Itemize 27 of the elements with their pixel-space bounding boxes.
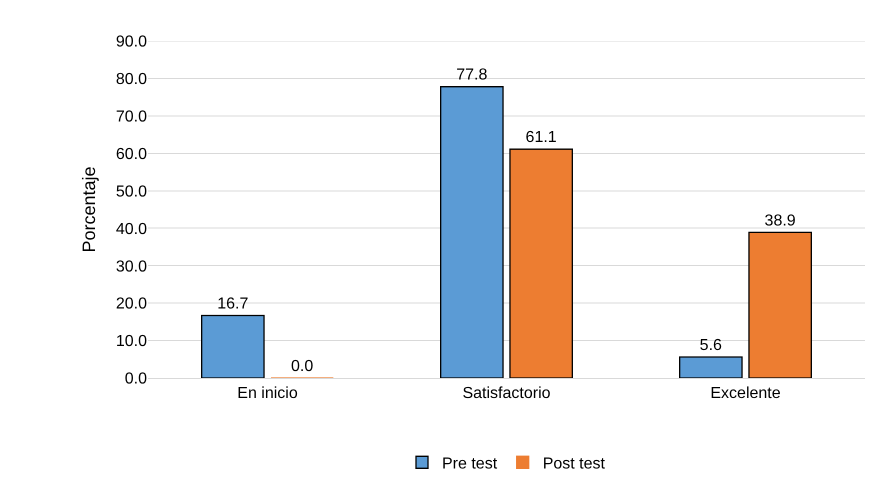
y-tick-label: 80.0 (116, 71, 148, 88)
legend-label: Pre test (442, 456, 498, 473)
data-label: 5.6 (700, 337, 722, 354)
y-tick-label: 10.0 (116, 333, 148, 350)
y-tick-label: 30.0 (116, 258, 148, 276)
x-tick-label: En inicio (237, 385, 298, 402)
y-tick-label: 60.0 (116, 146, 148, 163)
data-label: 38.9 (764, 212, 796, 230)
bar (679, 356, 743, 378)
bar (509, 148, 573, 378)
x-tick-label: Satisfactorio (462, 385, 551, 402)
y-tick-label: 40.0 (116, 220, 148, 238)
legend-label: Post test (542, 456, 606, 473)
y-tick-label: 90.0 (116, 34, 148, 51)
y-tick-label: 50.0 (116, 183, 148, 200)
y-tick-label: 20.0 (116, 296, 148, 313)
bar (748, 232, 812, 378)
data-label: 61.1 (526, 129, 557, 146)
bar (201, 314, 265, 378)
bar (440, 86, 504, 378)
y-tick-label: 0.0 (124, 370, 148, 388)
y-tick-label: 70.0 (116, 108, 148, 126)
data-label: 16.7 (217, 295, 248, 312)
y-axis-title: Porcentaje (79, 166, 100, 253)
x-tick-label: Excelente (710, 385, 781, 402)
data-label: 77.8 (456, 66, 488, 84)
data-label: 0.0 (290, 358, 314, 375)
